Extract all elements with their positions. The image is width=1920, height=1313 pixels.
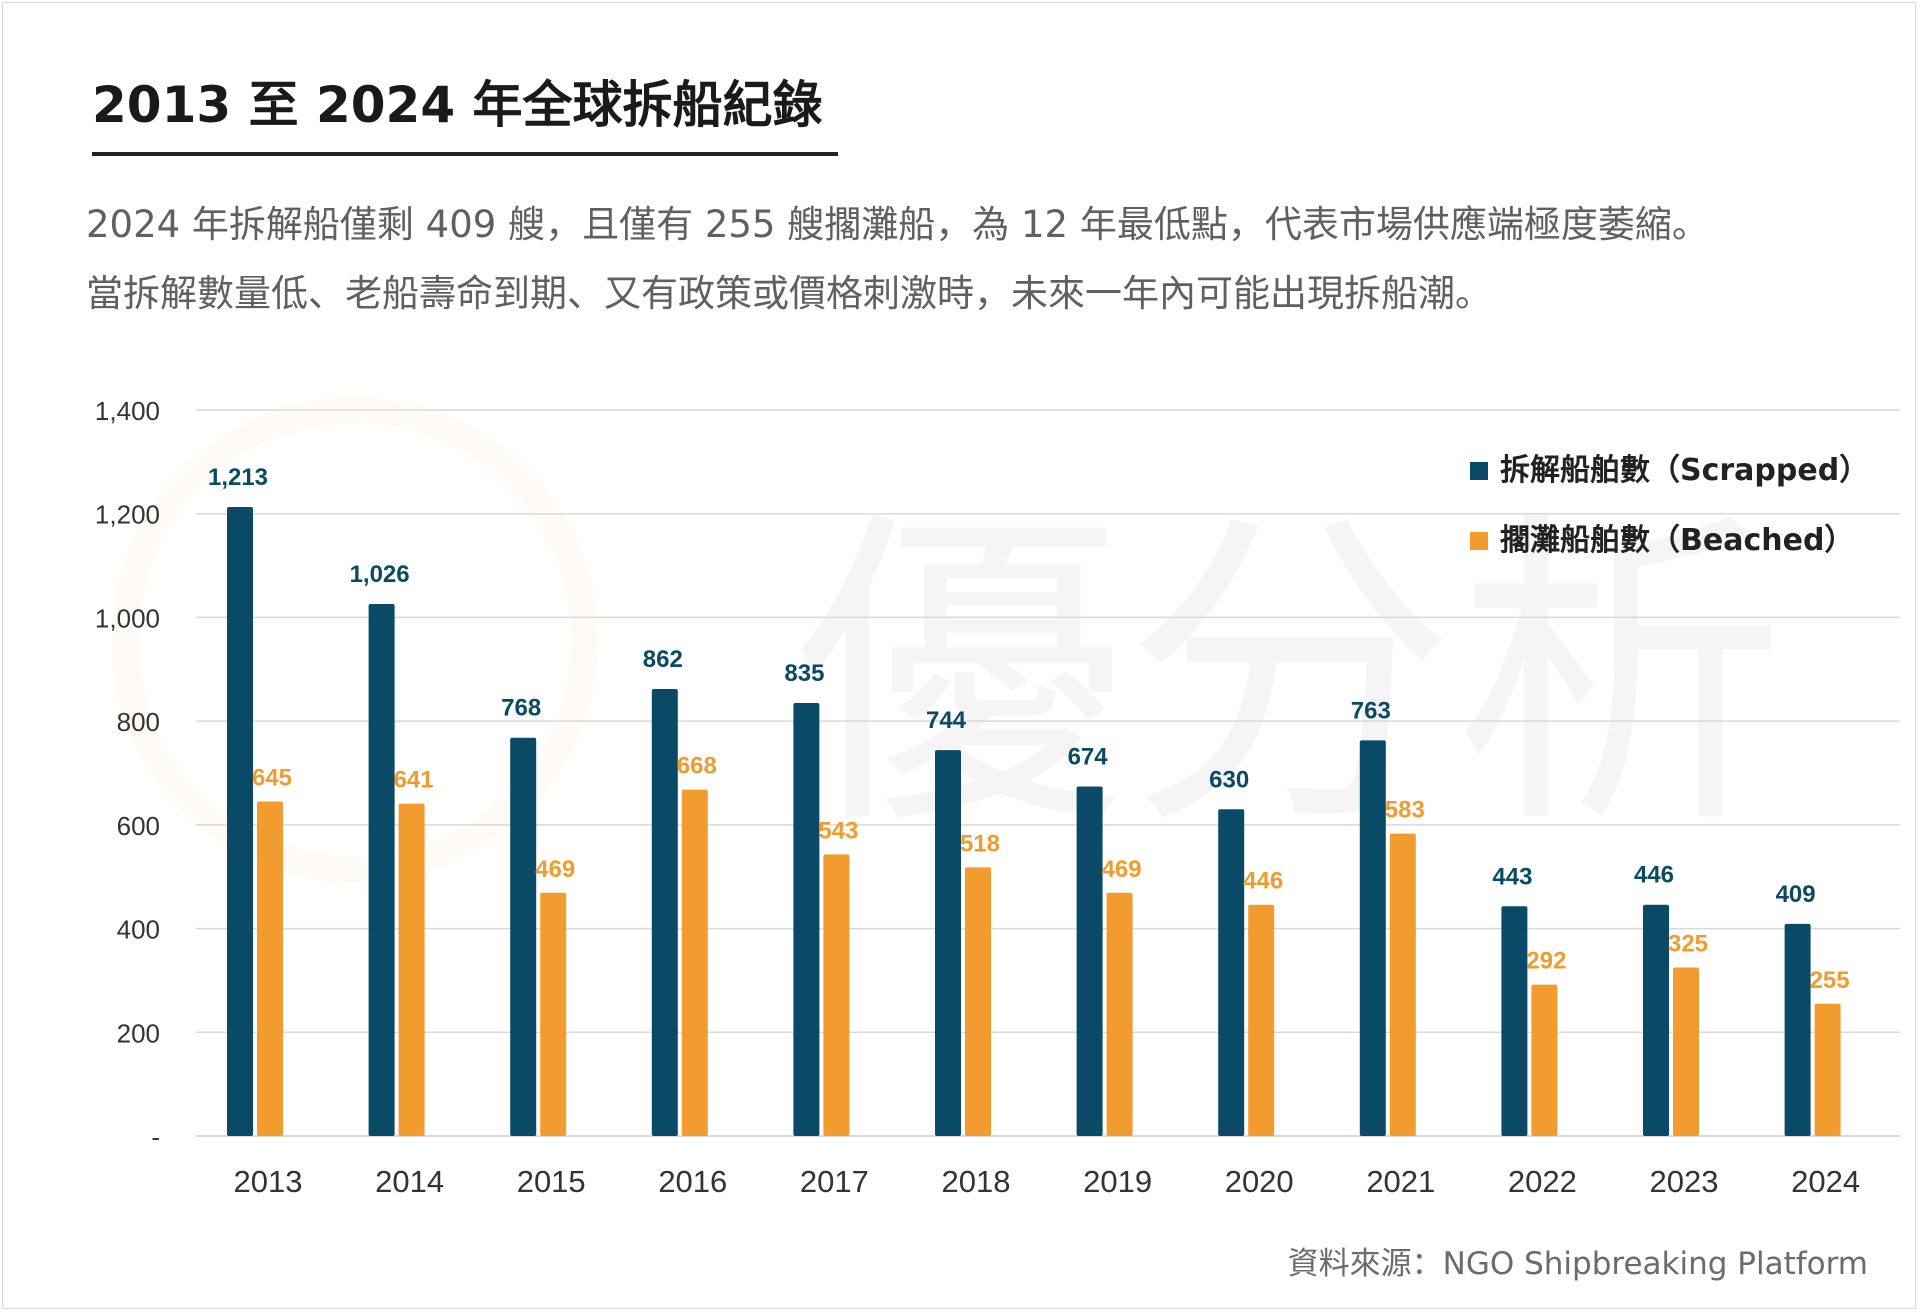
data-label-scrapped: 862 xyxy=(643,646,683,673)
y-tick-label: 800 xyxy=(117,707,160,737)
x-tick-label: 2017 xyxy=(800,1164,869,1199)
data-label-scrapped: 674 xyxy=(1068,743,1109,770)
x-tick-label: 2014 xyxy=(375,1164,444,1199)
bar-scrapped xyxy=(227,506,253,1136)
data-label-scrapped: 1,213 xyxy=(208,464,268,491)
data-label-beached: 292 xyxy=(1526,948,1566,975)
subtitle-line-2: 當拆解數量低、老船壽命到期、又有政策或價格刺激時，未來一年內可能出現拆船潮。 xyxy=(86,272,1492,315)
data-label-beached: 641 xyxy=(394,767,434,794)
data-label-scrapped: 763 xyxy=(1351,697,1391,724)
bar-beached xyxy=(1248,904,1275,1136)
chart-title: 2013 至 2024 年全球拆船紀錄 xyxy=(92,76,823,134)
x-tick-label: 2024 xyxy=(1791,1164,1860,1199)
y-tick-label: 200 xyxy=(117,1018,160,1048)
data-label-scrapped: 1,026 xyxy=(350,561,410,588)
data-label-beached: 645 xyxy=(252,765,292,792)
bar-scrapped xyxy=(935,750,961,1136)
bar-scrapped xyxy=(793,702,820,1136)
legend-label-scrapped: 拆解船舶數（Scrapped） xyxy=(1500,453,1869,488)
bar-scrapped xyxy=(1359,740,1386,1136)
x-tick-label: 2022 xyxy=(1508,1164,1577,1199)
y-tick-label: 1,400 xyxy=(95,396,160,426)
y-tick-label: 400 xyxy=(117,915,160,945)
bar-scrapped xyxy=(651,688,678,1136)
x-tick-label: 2023 xyxy=(1650,1164,1719,1199)
bar-beached xyxy=(1814,1003,1841,1136)
data-label-beached: 668 xyxy=(677,753,717,780)
x-tick-label: 2018 xyxy=(942,1164,1011,1199)
bar-beached xyxy=(398,803,425,1136)
bar-scrapped xyxy=(1784,923,1811,1136)
x-tick-label: 2013 xyxy=(234,1164,303,1199)
bar-beached xyxy=(540,892,567,1136)
bar-scrapped xyxy=(510,737,537,1136)
data-label-beached: 255 xyxy=(1810,967,1850,994)
bar-scrapped xyxy=(1501,906,1528,1136)
bar-scrapped xyxy=(368,603,395,1136)
bar-scrapped xyxy=(1643,904,1669,1136)
x-tick-label: 2015 xyxy=(517,1164,586,1199)
legend-label-beached: 擱灘船舶數（Beached） xyxy=(1500,523,1854,558)
bar-beached xyxy=(681,789,708,1136)
bar-beached xyxy=(823,854,850,1136)
data-label-beached: 446 xyxy=(1243,868,1283,895)
data-label-beached: 325 xyxy=(1668,930,1708,957)
source-note: 資料來源：NGO Shipbreaking Platform xyxy=(1287,1246,1868,1282)
data-label-beached: 469 xyxy=(535,856,575,883)
x-tick-label: 2019 xyxy=(1083,1164,1152,1199)
bar-beached xyxy=(1106,892,1133,1136)
data-label-beached: 583 xyxy=(1385,797,1425,824)
data-label-scrapped: 446 xyxy=(1634,862,1674,889)
subtitle-line-1: 2024 年拆解船僅剩 409 艘，且僅有 255 艘擱灘船，為 12 年最低點… xyxy=(86,203,1709,246)
bar-beached xyxy=(1673,967,1699,1136)
data-label-scrapped: 409 xyxy=(1776,881,1816,908)
legend-swatch-scrapped xyxy=(1470,462,1488,480)
bar-scrapped xyxy=(1076,786,1103,1136)
data-label-beached: 518 xyxy=(960,830,1000,857)
bar-beached xyxy=(965,867,991,1136)
data-label-scrapped: 768 xyxy=(501,695,541,722)
data-label-scrapped: 835 xyxy=(784,660,824,687)
y-tick-label: - xyxy=(151,1122,160,1152)
data-label-scrapped: 443 xyxy=(1492,863,1532,890)
data-label-beached: 543 xyxy=(818,817,858,844)
data-label-beached: 469 xyxy=(1102,856,1142,883)
legend-swatch-beached xyxy=(1470,532,1488,550)
data-label-scrapped: 630 xyxy=(1209,766,1249,793)
y-tick-label: 600 xyxy=(117,811,160,841)
data-label-scrapped: 744 xyxy=(926,707,967,734)
y-tick-label: 1,000 xyxy=(95,603,160,633)
bar-beached xyxy=(257,801,283,1136)
bar-beached xyxy=(1389,833,1416,1136)
y-tick-label: 1,200 xyxy=(95,500,160,530)
x-tick-label: 2020 xyxy=(1225,1164,1294,1199)
bar-scrapped xyxy=(1218,809,1245,1136)
x-tick-label: 2021 xyxy=(1366,1164,1435,1199)
x-tick-label: 2016 xyxy=(658,1164,727,1199)
title-underline xyxy=(92,152,838,156)
bar-beached xyxy=(1531,984,1558,1136)
